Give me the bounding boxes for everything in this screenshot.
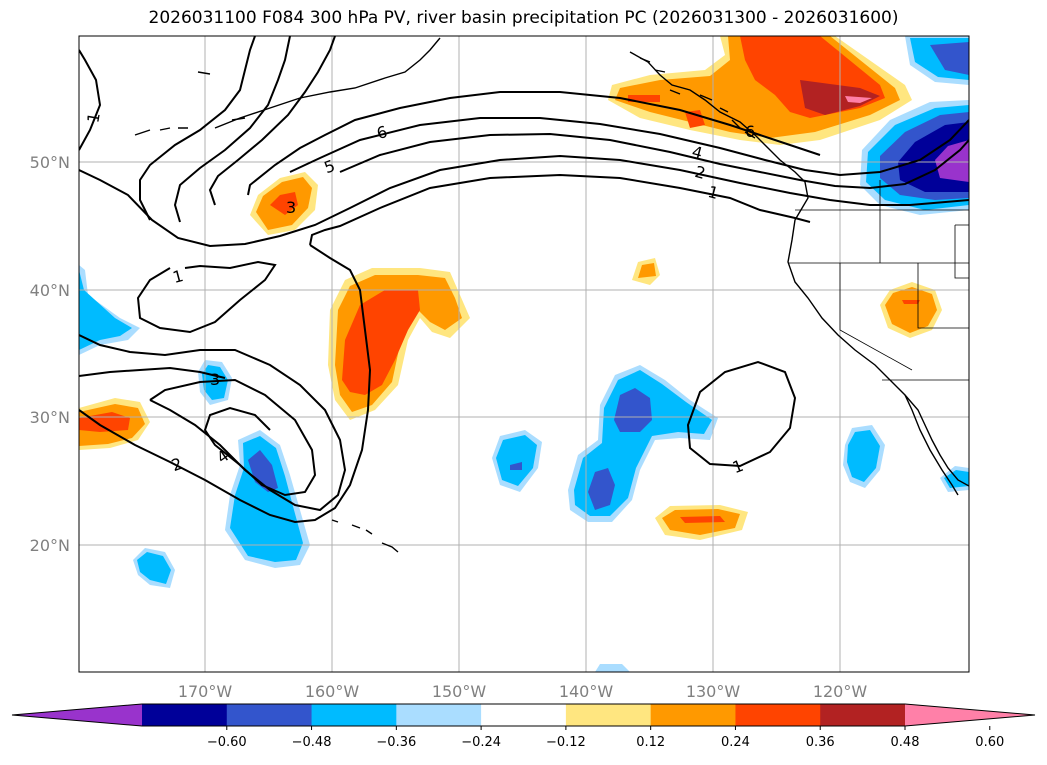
pv-contour [686,360,797,468]
pv-contour [173,36,291,223]
colorbar-bin [142,704,228,726]
lat-label: 20°N [30,536,70,555]
contour-label: 6 [375,122,390,143]
lon-label: 120°W [813,682,868,701]
coastline-islands [134,71,246,136]
pv-contour [136,260,277,334]
graticule [79,36,969,672]
precip-region-bc [685,110,705,128]
pv-contour [79,366,226,379]
precip-region-small [638,263,656,278]
colorbar-extend-high [905,704,1035,726]
colorbar-tick-label: −0.60 [207,735,247,750]
lon-label: 170°W [178,682,233,701]
colorbar-bin [396,704,482,726]
colorbar-bin [311,704,397,726]
colorbar-tick-label: −0.24 [461,735,501,750]
pv-contour [79,154,969,248]
colorbar-bin [226,704,313,726]
colorbar-tick-label: −0.36 [376,735,416,750]
contour-label: 1 [83,111,103,124]
coastline-alaska [629,51,969,487]
longitude-labels: 170°W 160°W 150°W 140°W 130°W 120°W [178,682,868,701]
lon-label: 150°W [432,682,487,701]
precip-region-baja [847,430,880,482]
coastline-islands [331,519,399,553]
precip-region-22n [680,516,725,523]
pv-contour [309,173,811,246]
coastline-islands [639,57,756,139]
pv-contour [339,132,969,190]
colorbar-bin [565,704,652,726]
pv-contour [289,117,969,177]
contour-label: 3 [210,370,220,389]
coastline-baja [904,394,959,496]
map-title: 2026031100 F084 300 hPa PV, river basin … [148,8,899,28]
contour-label: 3 [286,198,296,217]
lat-label: 40°N [30,281,70,300]
precip-region-45n [270,192,298,215]
precip-region-nevada [885,287,937,333]
colorbar-extend-low [12,704,142,726]
precip-region-south [595,664,630,672]
contour-label: 1 [171,266,186,287]
precip-region-27n [510,462,522,470]
lon-label: 140°W [559,682,614,701]
colorbar-tick-label: 0.48 [891,735,920,750]
lon-label: 130°W [686,682,741,701]
colorbar-bin [820,704,906,726]
contour-label: 4 [690,142,705,163]
lon-label: 160°W [305,682,360,701]
contour-label: 2 [693,162,708,183]
lat-label: 30°N [30,408,70,427]
pv-contour [247,91,821,196]
precip-region-27n [496,435,537,486]
borders [788,180,969,381]
colorbar-tick-label: 0.24 [721,735,750,750]
latitude-labels: 50°N 40°N 30°N 20°N [30,153,70,555]
precip-region-138w [588,468,615,510]
colorbar-bin [735,704,821,726]
coastline-alaska [214,37,441,129]
precip-region-17n [137,552,171,584]
colorbar-tick-label: 0.12 [636,735,665,750]
coastlines [134,37,969,553]
precip-region-west [79,270,132,350]
colorbar-tick-label: −0.48 [292,735,332,750]
contour-label: 1 [706,182,721,203]
pv-contours [79,36,969,524]
precip-region-nevada [902,300,920,304]
precip-region-ne [930,42,969,75]
map-plot-area: 1 6 5 4 2 1 3 1 3 4 2 1 6 [79,36,969,672]
precip-region-central [342,290,420,395]
colorbar-tick-label: 0.36 [806,735,835,750]
pv-contour [139,36,256,221]
colorbar: −0.60 −0.48 −0.36 −0.24 −0.12 0.12 0.24 0.36 0.4… [11,703,1036,750]
pv-contour [79,334,347,512]
lat-label: 50°N [30,153,70,172]
colorbar-bin [650,704,736,726]
pv-contour [79,49,102,151]
precip-shading [79,36,969,672]
colorbar-outline [11,703,1036,727]
colorbar-bin [481,704,567,726]
contour-label: 6 [745,122,755,141]
precip-region-25n [248,450,278,492]
colorbar-tick-label: 0.60 [975,735,1004,750]
colorbar-tick-label: −0.12 [546,735,586,750]
precip-region-bc [845,96,872,103]
precip-region-25n [230,436,303,562]
pv-contour [149,378,317,497]
pv-contour [208,36,336,206]
map-frame [78,35,970,673]
pv-contour [79,244,372,524]
precip-region-138w [614,388,652,432]
